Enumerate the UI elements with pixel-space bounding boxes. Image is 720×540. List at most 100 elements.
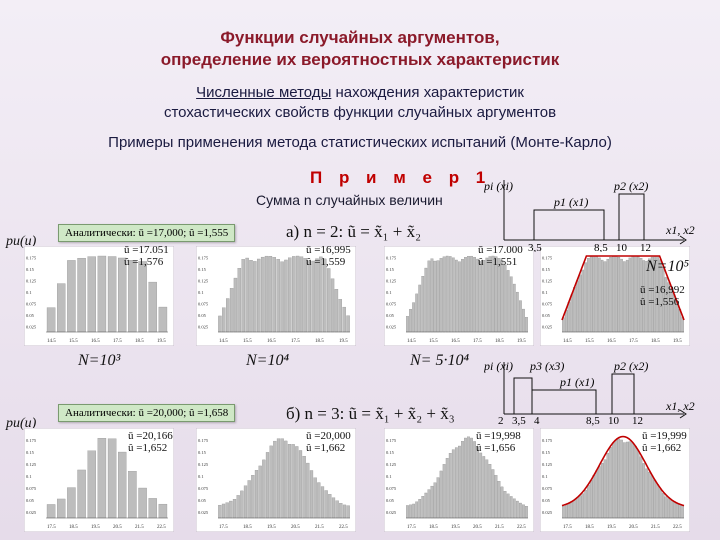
histogram-a1-bar <box>77 257 86 333</box>
histogram-b4-bar <box>614 439 618 519</box>
histogram-a2-bar <box>276 259 280 333</box>
histogram-b4-bar <box>667 498 671 519</box>
density-a-tick-1: 3,5 <box>528 242 542 252</box>
histogram-a4-bar <box>609 257 612 333</box>
histogram-a4-xtick: 15.5 <box>585 339 594 344</box>
histogram-b3-bar <box>448 453 452 519</box>
histogram-b2-bar <box>339 503 343 519</box>
histogram-b3-bar <box>485 459 489 519</box>
histogram-a1-bar <box>97 255 107 333</box>
histogram-a3-bar <box>522 308 525 333</box>
histogram-b3-bar <box>470 437 473 519</box>
histogram-b4-ytick: 0.175 <box>542 438 553 443</box>
histogram-b1-ytick: 0.125 <box>26 462 37 467</box>
histogram-b2-bar <box>309 470 314 519</box>
histogram-b4-bar <box>681 505 684 519</box>
histogram-a1-xtick: 19.5 <box>157 339 166 344</box>
histogram-b3-bar <box>515 500 519 519</box>
histogram-b2-bar <box>262 459 266 519</box>
histogram-b4-bar <box>634 445 637 519</box>
histogram-a3-bar <box>506 270 510 333</box>
histogram-a3-xtick: 16.5 <box>451 339 460 344</box>
n-label-3: N= 5·10⁴ <box>410 352 470 369</box>
histogram-b4-bar <box>650 475 654 519</box>
stats-a3: ū =17.000 û =1,551 <box>478 244 523 268</box>
histogram-b4-bar <box>661 492 665 519</box>
histogram-a2-bar <box>342 306 346 333</box>
histogram-b4-bar <box>564 504 568 519</box>
histogram-b3-bar <box>461 441 464 519</box>
histogram-b2-bar <box>324 490 328 519</box>
histogram-b4-bar <box>620 439 623 519</box>
histogram-a3-bar <box>427 260 431 333</box>
histogram-a1-xtick: 18.5 <box>135 339 144 344</box>
histogram-b2-bar <box>254 470 259 519</box>
histogram-a2-bar <box>226 298 230 333</box>
histogram-a4-bar <box>623 261 626 333</box>
histogram-a2-bar <box>303 258 308 333</box>
histogram-b2-bar <box>218 504 222 519</box>
histogram-b4-ytick: 0.125 <box>542 462 553 467</box>
histogram-a2-bar <box>311 260 315 333</box>
histogram-b3-bar <box>406 505 409 519</box>
method-link[interactable]: Численные методы <box>196 84 332 101</box>
histogram-b2-bar <box>302 456 306 519</box>
histogram-b1-ytick: 0.15 <box>26 450 35 455</box>
histogram-b4-xtick: 19.5 <box>607 525 616 530</box>
histogram-a2-ytick: 0.075 <box>198 301 209 306</box>
histogram-b4-bar <box>573 499 576 519</box>
histogram-b2-bar <box>243 485 248 519</box>
histogram-a3-bar <box>525 317 528 333</box>
histogram-b2-bar <box>342 504 347 519</box>
histogram-b3-bar <box>488 464 492 519</box>
histogram-a2-bar <box>257 258 261 333</box>
histogram-b2-bar <box>280 438 284 519</box>
histogram-a1-xtick: 16.5 <box>91 339 100 344</box>
histogram-b4-ytick: 0.05 <box>542 498 551 503</box>
histogram-a3-bar <box>473 256 476 333</box>
stats-b2: ū =20,000 û =1,662 <box>306 430 351 454</box>
histogram-a3-xtick: 18.5 <box>495 339 504 344</box>
histogram-b2-ytick: 0.1 <box>198 474 204 479</box>
histogram-b2-bar <box>236 495 240 519</box>
histogram-b3-xtick: 20.5 <box>473 525 482 530</box>
histogram-b2-bar <box>232 499 237 519</box>
histogram-a3-bar <box>509 276 513 333</box>
histogram-b2-ytick: 0.025 <box>198 510 209 515</box>
histogram-a2-bar <box>330 278 335 333</box>
histogram-a1-bar <box>118 257 127 333</box>
histogram-a2-bar <box>323 258 327 333</box>
histogram-b1-xtick: 19.5 <box>91 525 100 530</box>
histogram-a2-bar <box>326 268 331 333</box>
histogram-b3-bar <box>418 499 422 519</box>
histogram-a4-ytick: 0.125 <box>542 279 553 284</box>
histogram-b4-xtick: 17.5 <box>563 525 572 530</box>
density-a-label-p2: p2 (x2) <box>613 179 648 193</box>
density-b-tick-5: 10 <box>608 415 620 426</box>
density-b-label-p1: p1 (x1) <box>559 375 594 389</box>
histogram-b3-ytick: 0.15 <box>386 450 395 455</box>
histogram-b2-ytick: 0.05 <box>198 498 207 503</box>
histogram-b1-bar <box>97 438 107 519</box>
histogram-b3-bar <box>503 491 507 519</box>
histogram-b1-bar <box>158 503 168 519</box>
histogram-a4-ytick: 0.15 <box>542 267 551 272</box>
histogram-a3-bar <box>406 316 409 333</box>
histogram-b2-bar <box>273 440 277 519</box>
histogram-b1-xtick: 21.5 <box>135 525 144 530</box>
histogram-b2-ytick: 0.175 <box>198 438 209 443</box>
std-a3: û =1,551 <box>478 256 518 268</box>
histogram-a2-xtick: 14.5 <box>219 339 228 344</box>
std-b4: û =1,662 <box>642 442 682 454</box>
histogram-b1-ytick: 0.075 <box>26 486 37 491</box>
histogram-a3-bar <box>445 255 449 333</box>
histogram-a2-xtick: 19.5 <box>339 339 348 344</box>
histogram-b3-bar <box>436 477 440 519</box>
histogram-a4-bar <box>573 287 576 333</box>
histogram-a3-bar <box>448 256 452 333</box>
std-b2: û =1,662 <box>306 442 346 454</box>
std-a4: û =1,556 <box>640 296 680 308</box>
histogram-a4-xtick: 18.5 <box>651 339 660 344</box>
histogram-a2-bar <box>272 257 276 333</box>
histogram-b3-xtick: 18.5 <box>429 525 438 530</box>
